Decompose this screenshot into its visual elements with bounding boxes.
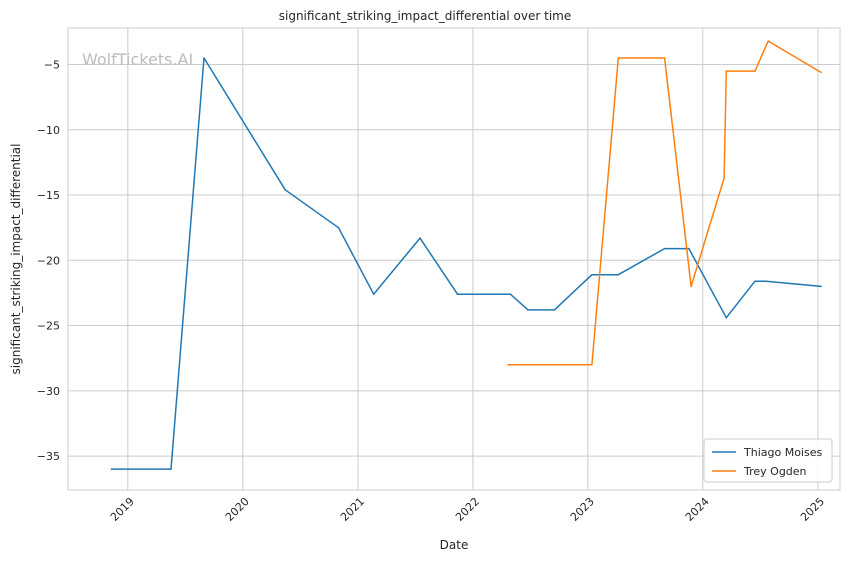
data-point-thiago-moises	[110, 468, 113, 470]
data-point-thiago-moises	[617, 273, 620, 276]
y-tick-label: −25	[37, 320, 60, 333]
y-tick-label: −35	[37, 450, 60, 463]
data-point-trey-ogden	[767, 40, 770, 42]
data-point-trey-ogden	[663, 57, 666, 59]
data-point-thiago-moises	[765, 280, 767, 282]
data-point-trey-ogden	[507, 363, 509, 366]
y-tick-label: −5	[44, 59, 60, 72]
chart-title: significant_striking_impact_differential…	[279, 9, 571, 23]
series-line-trey-ogden	[508, 40, 822, 366]
data-point-trey-ogden	[820, 71, 822, 74]
y-tick-label: −15	[37, 189, 60, 202]
y-axis-ticks: −5 −10 −15 −20 −25 −30 −35	[37, 59, 60, 464]
data-point-thiago-moises	[553, 309, 556, 311]
data-point-trey-ogden	[591, 363, 593, 366]
data-point-trey-ogden	[690, 285, 692, 288]
y-axis-title: significant_striking_impact_differential	[9, 144, 23, 375]
data-point-thiago-moises	[170, 468, 172, 470]
data-point-thiago-moises	[372, 293, 375, 296]
data-point-trey-ogden	[754, 70, 756, 72]
legend: Thiago Moises Trey Ogden	[703, 438, 833, 483]
y-tick-label: −30	[37, 385, 60, 398]
data-point-thiago-moises	[509, 293, 512, 296]
data-point-thiago-moises	[203, 57, 205, 59]
plot-frame	[67, 27, 841, 491]
series-layer	[110, 40, 822, 470]
y-tick-label: −10	[37, 124, 60, 137]
data-point-trey-ogden	[725, 70, 728, 72]
x-axis-title: Date	[440, 538, 469, 552]
legend-label-trey-ogden: Trey Ogden	[743, 465, 807, 478]
watermark-text: WolfTickets.AI	[82, 50, 193, 69]
data-point-thiago-moises	[337, 226, 340, 229]
data-point-thiago-moises	[284, 189, 287, 191]
y-tick-label: −20	[37, 254, 60, 267]
data-point-thiago-moises	[527, 309, 529, 311]
data-point-thiago-moises	[419, 237, 421, 239]
grid	[68, 28, 840, 490]
data-point-trey-ogden	[617, 57, 620, 59]
data-point-thiago-moises	[754, 280, 756, 282]
data-point-thiago-moises	[456, 293, 459, 296]
data-point-thiago-moises	[688, 247, 690, 250]
data-point-thiago-moises	[725, 316, 728, 319]
data-point-thiago-moises	[591, 273, 593, 276]
data-point-thiago-moises	[663, 247, 666, 250]
data-point-trey-ogden	[723, 177, 725, 179]
legend-label-thiago-moises: Thiago Moises	[743, 446, 822, 459]
data-point-thiago-moises	[820, 285, 822, 288]
